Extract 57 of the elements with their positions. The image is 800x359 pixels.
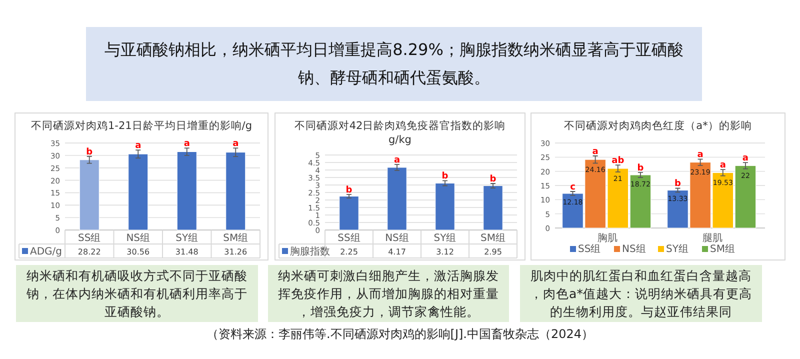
x-tick-label: NS组 [126, 232, 150, 244]
bar [387, 167, 407, 230]
chart-title: 不同硒源对42日龄肉鸡免疫器官指数的影响 [294, 119, 506, 132]
annotation: b [346, 185, 353, 196]
text: 纳米硒可刺激白细胞产生，激活胸腺发挥免疫作用，从而增加胸腺的相对重量，增强免疫力，调节家禽性能。 [278, 268, 499, 319]
x-tick-label: SM组 [480, 232, 506, 244]
legend-label: SY组 [666, 243, 688, 255]
legend-label: NS组 [622, 243, 646, 255]
legend-label: 胸腺指数 [290, 246, 330, 258]
data-label: 30.56 [126, 248, 150, 256]
bar [339, 196, 359, 230]
annotation: b [442, 172, 449, 182]
chart-title: 不同硒源对肉鸡1-21日龄平均日增重的影响/g [30, 119, 252, 132]
bar [79, 160, 100, 230]
annotation: a [697, 150, 704, 160]
annotation: b [490, 174, 497, 184]
x-tick-label: SS组 [78, 232, 101, 244]
x-tick-label: SS组 [338, 232, 360, 244]
text: 肌肉中的肌红蛋白和血红蛋白含量越高，肉色a*值越大：说明纳米硒具有更高的生物利用度。与赵亚伟结果同 [530, 268, 752, 319]
annotation: ab [612, 156, 625, 166]
annotation: a [592, 146, 598, 157]
x-tick-label: 腿肌 [702, 232, 722, 244]
annotation: a [742, 154, 748, 164]
bar [226, 152, 246, 230]
bar [176, 152, 197, 230]
data-label: 2.25 [340, 248, 358, 256]
data-label: 31.26 [224, 248, 248, 256]
legend-label: SM组 [710, 243, 735, 255]
annotation: a [184, 138, 190, 149]
data-label: 2.95 [484, 248, 502, 256]
annotation: b [674, 179, 682, 190]
x-tick-label: SY组 [176, 232, 198, 244]
legend-label: ADG/g [30, 246, 62, 258]
data-label: 31.48 [175, 248, 198, 256]
data-label: 28.22 [78, 248, 101, 256]
bar [128, 154, 148, 230]
annotation: b [86, 147, 94, 158]
data-label: 3.12 [436, 248, 454, 256]
annotation: b [637, 163, 644, 174]
text: （资料来源：李丽伟等.不同硒源对肉鸡的影响[J].中国畜牧杂志（2024） [206, 327, 594, 341]
x-tick-label: SY组 [434, 232, 456, 244]
text: 与亚硒酸钠相比，纳米硒平均日增重提高8.29%；胸腺指数纳米硒显著高于亚硒酸钠、酵母硒和硒代蛋氨酸。 [104, 40, 684, 87]
bar [435, 182, 455, 230]
x-tick-label: SM组 [223, 232, 248, 244]
x-tick-label: NS组 [385, 232, 409, 244]
legend-label: SS组 [578, 243, 601, 255]
annotation: c [570, 182, 576, 193]
chart-title: 不同硒源对肉鸡肉色红度（a*）的影响 [564, 119, 752, 132]
annotation: a [135, 140, 142, 151]
annotation: a [232, 138, 239, 149]
text: 纳米硒和有机硒吸收方式不同于亚硒酸钠，在体内纳米硒和有机硒利用率高于亚硒酸钠。 [26, 268, 248, 319]
chart-subtitle: g/kg [388, 134, 412, 146]
annotation: a [720, 160, 726, 171]
bar [483, 186, 503, 230]
data-label: 4.17 [388, 248, 406, 256]
annotation: a [394, 155, 400, 166]
x-tick-label: 胸肌 [598, 232, 618, 244]
